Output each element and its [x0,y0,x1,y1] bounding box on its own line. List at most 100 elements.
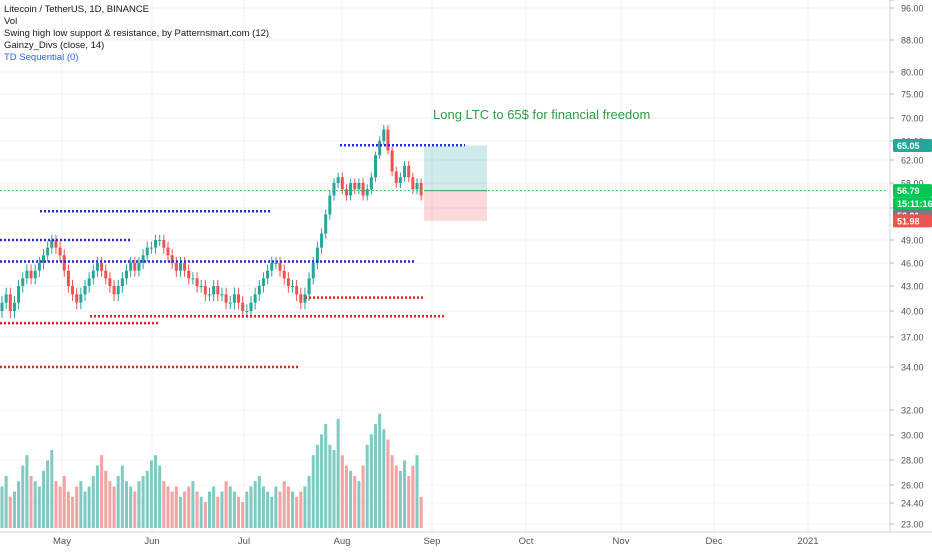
x-tick-label: Aug [334,536,351,547]
volume-bar [145,470,149,528]
legend-symbol[interactable]: Litecoin / TetherUS, 1D, BINANCE [4,4,150,15]
volume-bar [398,470,402,528]
y-tick-label: 75.00 [901,90,924,100]
candle-body [328,195,332,215]
y-tick-label: 46.00 [901,259,924,269]
candle-body [191,278,195,280]
candle-body [120,278,124,286]
y-tick-label: 70.00 [901,114,924,124]
candle-body [332,183,336,196]
volume-bar [336,418,340,528]
candle-body [232,294,236,303]
candle-body [17,286,21,303]
candle-body [162,240,166,248]
legend-indicator-td[interactable]: TD Sequential (0) [4,52,79,63]
x-tick-label: Dec [706,536,723,547]
volume-bar [183,491,187,528]
volume-bar [303,486,307,528]
x-tick-label: 2021 [797,536,818,547]
volume-bar [29,476,33,528]
candle-body [270,263,274,271]
volume-bar [4,476,8,528]
volume-bar [58,486,62,528]
candle-body [91,270,95,279]
volume-bar [419,496,423,528]
candle-body [324,214,328,234]
candle-body [79,294,83,303]
volume-bar [191,481,195,528]
candle-body [208,294,211,296]
candle-body [295,286,299,295]
y-tick-label: 24.40 [901,499,924,509]
volume-bar [249,486,253,528]
y-tick-label: 43.00 [901,282,924,292]
volume-bar [195,491,199,528]
volume-bar [116,476,120,528]
legend-vol[interactable]: Vol [4,16,18,27]
legend-indicator-gainzy[interactable]: Gainzy_Divs (close, 14) [4,40,105,51]
volume-bar [21,465,25,528]
volume-bar [87,486,91,528]
price-badge [893,139,932,153]
volume-bar [411,465,415,528]
candle-body [54,240,58,248]
volume-bar [174,486,178,528]
candle-body [166,247,170,256]
chart-legend: Litecoin / TetherUS, 1D, BINANCE Vol Swi… [4,4,269,64]
candle-body [203,286,207,295]
candle-body [71,286,75,295]
candle-body [307,278,311,295]
candle-body [386,129,390,151]
volume-bar [37,486,41,528]
y-tick-label: 21.60 [901,0,924,2]
candle-body [199,286,203,287]
candle-body [365,189,369,196]
candle-body [8,294,12,311]
volume-bar [344,465,348,528]
candle-body [37,263,41,271]
candle-body [50,240,54,248]
volume-bar [307,476,311,528]
price-badge [893,184,932,198]
volume-bar [75,486,79,528]
candle-body [66,270,70,286]
candle-body [278,263,282,271]
candle-body [344,189,348,196]
candle-body [87,278,91,286]
candle-body [21,278,25,286]
price-badge [893,214,932,228]
candle-body [83,286,87,295]
candle-body [245,311,249,312]
volume-bar [365,444,369,528]
volume-bar [270,496,274,528]
candle-body [149,247,153,249]
price-badge-label: 51.98 [897,216,920,226]
volume-bar [415,455,419,528]
volume-bar [141,476,145,528]
volume-bar [386,439,390,528]
candle-body [374,155,377,178]
candle-body [4,294,8,303]
y-tick-label: 58.00 [901,179,924,189]
volume-bar [266,491,270,528]
volume-bar [241,502,245,528]
price-badge [893,197,932,211]
candle-body [357,183,361,190]
y-tick-label: 49.00 [901,236,924,246]
candle-body [141,255,145,263]
candle-body [33,270,37,279]
volume-bar [315,444,319,528]
candle-body [291,286,294,287]
long-position-stop-zone [424,190,487,221]
candle-body [195,278,199,286]
volume-bar [199,496,203,528]
candle-body [394,171,398,183]
volume-bar [83,491,87,528]
candle-body [62,255,66,271]
legend-indicator-swing[interactable]: Swing high low support & resistance, by … [4,28,270,39]
candle-body [216,286,220,295]
candle-body [303,294,307,303]
volume-bar [154,455,158,528]
